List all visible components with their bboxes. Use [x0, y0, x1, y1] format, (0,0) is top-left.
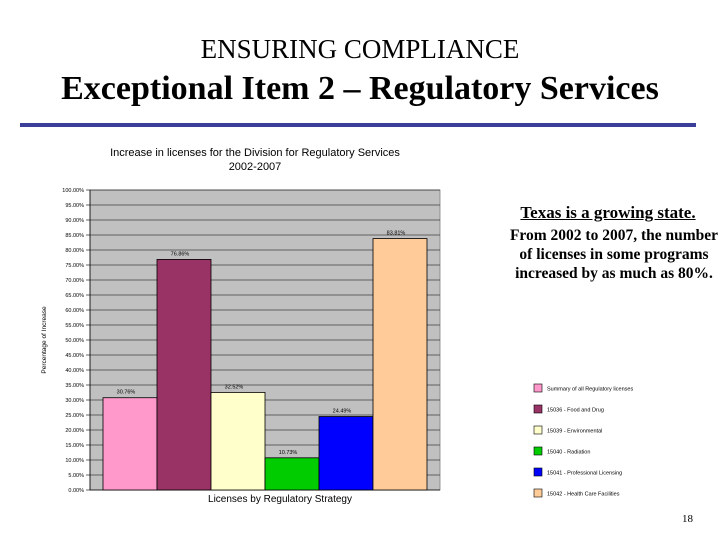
y-tick-label: 40.00%: [65, 368, 84, 374]
legend-swatch: [533, 488, 543, 498]
bar-value-label: 24.49%: [333, 409, 352, 415]
y-tick-label: 10.00%: [65, 458, 84, 464]
chart-subtitle: 2002-2007: [229, 161, 282, 173]
side-note-body: From 2002 to 2007, the number of license…: [509, 227, 719, 282]
bar-value-label: 76.86%: [171, 251, 190, 257]
slide-title: Exceptional Item 2 – Regulatory Services: [61, 70, 659, 107]
legend-swatch: [533, 383, 543, 393]
legend-label: 15042 - Health Care Facilities: [547, 492, 620, 498]
bar: [156, 259, 212, 491]
bar: [318, 416, 374, 491]
bar: [210, 392, 266, 491]
y-tick-label: 60.00%: [65, 308, 84, 314]
page-number: 18: [682, 513, 693, 525]
bar-value-label: 83.81%: [387, 231, 406, 237]
y-tick-label: 65.00%: [65, 293, 84, 299]
plot-area: 0.00% 5.00% 10.00% 15.00% 20.00% 25.00% 30.00%…: [62, 188, 441, 494]
chart-legend: Summary of all Regulatory licenses 15036 …: [533, 383, 633, 498]
y-tick-label: 70.00%: [65, 278, 84, 284]
legend-label: Summary of all Regulatory licenses: [547, 387, 633, 393]
legend-swatch: [533, 446, 543, 456]
y-tick-label: 75.00%: [65, 263, 84, 269]
bar: [102, 397, 158, 491]
y-tick-label: 100.00%: [62, 188, 84, 194]
bar-value-label: 10.73%: [279, 450, 298, 456]
legend-swatch: [533, 404, 543, 414]
y-tick-label: 50.00%: [65, 338, 84, 344]
side-note-lead: Texas is a growing state.: [520, 203, 696, 222]
x-axis-label: Licenses by Regulatory Strategy: [208, 494, 352, 505]
y-tick-label: 85.00%: [65, 233, 84, 239]
y-tick-label: 20.00%: [65, 428, 84, 434]
y-tick-label: 0.00%: [68, 488, 84, 494]
bar-value-label: 32.52%: [225, 384, 244, 390]
y-tick-label: 35.00%: [65, 383, 84, 389]
legend-label: 15036 - Food and Drug: [547, 408, 604, 414]
y-tick-label: 25.00%: [65, 413, 84, 419]
y-tick-label: 5.00%: [68, 473, 84, 479]
y-tick-label: 95.00%: [65, 203, 84, 209]
y-tick-label: 55.00%: [65, 323, 84, 329]
legend-label: 15041 - Professional Licensing: [547, 471, 622, 477]
legend-label: 15039 - Environmental: [547, 429, 602, 435]
y-tick-label: 45.00%: [65, 353, 84, 359]
y-tick-label: 15.00%: [65, 443, 84, 449]
slide-kicker: ENSURING COMPLIANCE: [200, 34, 520, 64]
legend-swatch: [533, 467, 543, 477]
legend-label: 15040 - Radiation: [547, 450, 590, 456]
legend-swatch: [533, 425, 543, 435]
bar-value-label: 30.76%: [117, 390, 136, 396]
bar: [372, 238, 428, 491]
title-rule: [20, 123, 696, 127]
chart-title: Increase in licenses for the Division fo…: [110, 147, 400, 159]
y-tick-label: 90.00%: [65, 218, 84, 224]
y-axis-label: Percentage of Increase: [41, 306, 48, 374]
y-tick-label: 80.00%: [65, 248, 84, 254]
side-note: Texas is a growing state. From 2002 to 2…: [496, 203, 720, 283]
y-tick-label: 30.00%: [65, 398, 84, 404]
bar: [264, 457, 320, 491]
